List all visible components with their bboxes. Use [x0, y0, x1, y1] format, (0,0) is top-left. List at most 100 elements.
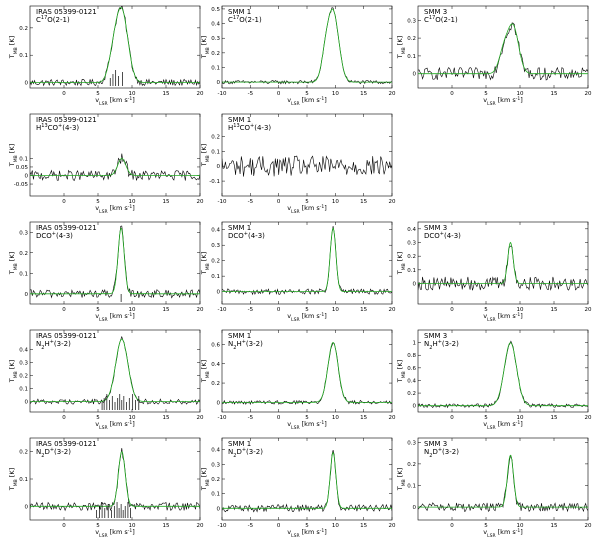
y-tick-label: 0.1	[19, 156, 28, 162]
y-tick-label: 0.2	[211, 259, 220, 265]
y-tick-label: 0	[25, 174, 29, 180]
x-tick-label: 0	[62, 415, 66, 421]
y-tick-label: 0.4	[407, 378, 416, 384]
x-tick-label: 5	[96, 199, 100, 205]
x-tick-label: 10	[517, 307, 524, 313]
y-tick-label: 0.4	[211, 362, 220, 368]
fit-line	[30, 227, 200, 295]
y-axis-label: TMB [K]	[8, 468, 19, 491]
plot-frame	[417, 5, 589, 89]
y-tick-label: 0	[413, 282, 417, 288]
x-tick-label: 15	[163, 307, 170, 313]
plot-frame	[29, 329, 201, 413]
y-tick-label: 0.3	[19, 230, 28, 236]
x-tick-label: 15	[163, 199, 170, 205]
y-tick-label: 0.3	[19, 361, 28, 367]
y-tick-label: 0.2	[211, 477, 220, 483]
x-tick-label: 10	[517, 91, 524, 97]
plot-frame	[417, 329, 589, 413]
panel-source-label: IRAS 05399-0121	[36, 332, 97, 340]
panel-source-label: IRAS 05399-0121	[36, 8, 97, 16]
x-tick-label: 10	[517, 415, 524, 421]
y-tick-label: 0	[25, 400, 29, 406]
plot-frame	[29, 221, 201, 305]
y-tick-label: 0.2	[211, 134, 220, 140]
y-tick-label: 0.5	[211, 7, 220, 13]
y-tick-label: 0	[25, 81, 29, 87]
y-tick-label: 0.2	[407, 391, 416, 397]
x-axis-label: vLSR [km s-1]	[483, 528, 523, 539]
fit-line	[30, 157, 200, 176]
panel-source-label: SMM 1	[228, 332, 251, 340]
y-tick-label: 0.4	[407, 227, 416, 233]
panel-molecule-label: DCO+(4-3)	[228, 231, 265, 240]
x-tick-label: 10	[129, 91, 136, 97]
y-tick-label: 0.2	[19, 450, 28, 456]
x-tick-label: 5	[96, 523, 100, 529]
panel-molecule-label: N2D+(3-2)	[228, 447, 263, 459]
x-tick-label: 10	[129, 523, 136, 529]
spectrum-panel-2: -10 -5 0 5 10 15 20 0 0.1 0.2 0.3 0.4 0.5 SMM 1C17O(2…	[200, 5, 396, 107]
y-tick-label: 0	[413, 404, 417, 410]
x-tick-label: -5	[248, 91, 254, 97]
panel-molecule-label: C17O(2-1)	[228, 15, 262, 24]
plot-frame	[417, 437, 589, 521]
panel-source-label: SMM 3	[424, 224, 447, 232]
x-tick-label: 0	[62, 523, 66, 529]
y-tick-label: 0.1	[19, 387, 28, 393]
panel-molecule-label: N2D+(3-2)	[36, 447, 71, 459]
x-tick-label: 5	[484, 307, 488, 313]
x-tick-label: 15	[551, 91, 558, 97]
fit-line	[418, 454, 588, 508]
x-tick-label: 10	[332, 307, 339, 313]
x-tick-label: 20	[389, 523, 396, 529]
plot-frame	[29, 113, 201, 197]
plot-frame	[417, 221, 589, 305]
panel-molecule-label: DCO+(4-3)	[36, 231, 73, 240]
observed-spectrum-line	[222, 450, 392, 513]
observed-spectrum-line	[418, 245, 588, 291]
y-tick-label: 0.6	[407, 366, 416, 372]
x-tick-label: -10	[218, 307, 227, 313]
x-tick-label: 20	[197, 523, 204, 529]
y-tick-label: 0.3	[407, 440, 416, 446]
panel-source-label: SMM 3	[424, 440, 447, 448]
x-tick-label: 20	[585, 415, 592, 421]
x-tick-label: 5	[96, 91, 100, 97]
panel-source-label: SMM 1	[228, 8, 251, 16]
panel-molecule-label: H13CO+(4-3)	[228, 123, 271, 132]
x-axis-label: vLSR [km s-1]	[287, 528, 327, 539]
x-tick-label: 0	[62, 199, 66, 205]
x-tick-label: 0	[277, 415, 281, 421]
x-tick-label: 5	[484, 523, 488, 529]
x-tick-label: 5	[96, 415, 100, 421]
y-axis-label: TMB [K]	[396, 252, 407, 275]
x-tick-label: -10	[218, 91, 227, 97]
x-tick-label: 5	[305, 307, 309, 313]
x-tick-label: 0	[277, 199, 281, 205]
observed-spectrum-line	[30, 225, 200, 299]
x-tick-label: 20	[585, 91, 592, 97]
x-tick-label: 20	[389, 91, 396, 97]
spectrum-panel-7: 0 5 10 15 20 0 0.1 0.2 0.3 IRAS 05399-0121DCO+(4-…	[8, 221, 204, 323]
y-tick-label: 0.1	[19, 477, 28, 483]
x-axis-label: vLSR [km s-1]	[483, 312, 523, 323]
x-axis-label: vLSR [km s-1]	[287, 420, 327, 431]
y-tick-label: 0.2	[211, 51, 220, 57]
x-tick-label: 15	[551, 307, 558, 313]
panel-molecule-label: H13CO+(4-3)	[36, 123, 79, 132]
observed-spectrum-line	[222, 342, 392, 406]
x-tick-label: 15	[551, 415, 558, 421]
panel-source-label: IRAS 05399-0121	[36, 224, 97, 232]
y-axis-label: TMB [K]	[200, 252, 211, 275]
spectrum-panel-8: -10 -5 0 5 10 15 20 0 0.1 0.2 0.3 0.4 SMM 1DCO+(4-3)…	[200, 221, 396, 323]
x-tick-label: 20	[585, 523, 592, 529]
x-tick-label: 15	[360, 307, 367, 313]
fit-line	[222, 342, 392, 403]
x-tick-label: 5	[484, 91, 488, 97]
x-tick-label: -10	[218, 199, 227, 205]
